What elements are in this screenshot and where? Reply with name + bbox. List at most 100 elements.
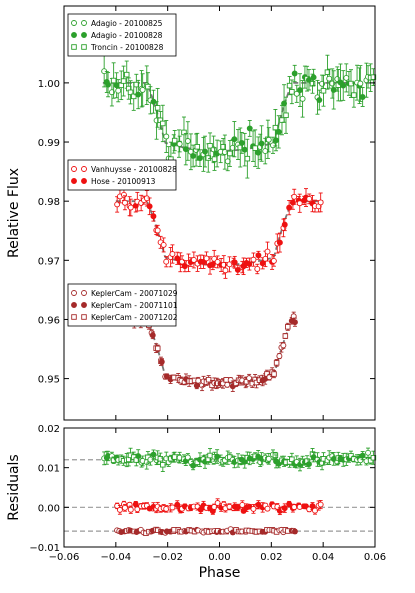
flux-point-green: [205, 155, 212, 161]
residuals-panel: 0.020.010.00−0.01 −0.06 −0.04 −0.02 0.00 0.0…: [6, 424, 386, 581]
flux-point-green: [326, 75, 333, 82]
flux-point-red: [121, 191, 127, 198]
residual-point-red: [274, 503, 281, 510]
phase-x-tick-label: −0.06: [49, 552, 80, 563]
flux-y-tick-label: 1.00: [38, 79, 60, 90]
flux-point-green: [163, 133, 170, 140]
legend-marker: [81, 178, 87, 184]
flux-point-green: [115, 87, 122, 94]
legend-entry-label: KeplerCam - 20071101: [91, 301, 178, 310]
residuals-y-axis-label: Residuals: [6, 454, 22, 520]
legend-marker: [71, 290, 77, 296]
flux-point-green: [246, 125, 253, 132]
residual-point-green: [365, 449, 371, 456]
flux-point-red: [281, 221, 288, 228]
flux-point-red: [254, 266, 261, 272]
residual-point-green: [289, 456, 295, 463]
residual-point-green: [359, 452, 366, 459]
legend-entry-label: Adagio - 20100825: [91, 19, 163, 28]
flux-point-green: [262, 148, 269, 155]
legend-marker: [81, 44, 87, 50]
legend-frame: [67, 159, 177, 191]
flux-point-brown: [273, 360, 280, 366]
flux-point-brown: [290, 313, 297, 320]
flux-point-red: [190, 257, 197, 263]
residual-point-green: [357, 457, 364, 464]
residual-point-red: [234, 504, 241, 511]
residual-point-red: [281, 505, 288, 512]
legend-marker: [71, 166, 77, 172]
flux-y-ticks: 1.00 0.99 0.98 0.97 0.96 0.95: [38, 6, 376, 420]
residual-point-green: [367, 457, 374, 464]
flux-point-green: [299, 95, 306, 102]
flux-point-red: [276, 239, 283, 246]
phase-x-tick-label: 0.04: [312, 552, 334, 563]
legend-marker: [81, 290, 87, 296]
residual-point-green: [207, 452, 213, 459]
flux-point-green: [197, 155, 203, 162]
flux-y-tick-label: 0.95: [38, 375, 60, 386]
phase-x-tick-label: −0.02: [152, 552, 183, 563]
flux-point-red: [154, 227, 161, 234]
flux-y-tick-label: 0.98: [38, 197, 60, 208]
flux-point-red: [179, 258, 186, 265]
flux-point-green: [351, 92, 357, 98]
flux-point-red: [286, 204, 293, 211]
flux-point-green: [283, 112, 289, 119]
flux-point-brown: [292, 319, 298, 326]
flux-point-brown: [149, 332, 156, 339]
flux-point-green: [265, 136, 272, 143]
legend-marker: [71, 302, 77, 308]
residuals-y-tick-label: −0.01: [29, 543, 60, 554]
flux-point-green: [357, 80, 364, 87]
flux-point-green: [272, 124, 279, 131]
flux-point-green: [324, 69, 331, 75]
legend-entry-label: Vanhuysse - 20100828: [91, 165, 177, 174]
flux-point-green: [310, 74, 317, 81]
phase-x-tick-label: 0.00: [208, 552, 230, 563]
residual-point-red: [239, 502, 246, 508]
legend-entry-label: Hose - 20100913: [91, 177, 156, 186]
legend-marker: [81, 166, 87, 172]
residual-point-red: [169, 504, 176, 511]
flux-point-green: [190, 153, 197, 159]
phase-x-tick-label: 0.02: [260, 552, 282, 563]
flux-point-red: [160, 241, 167, 248]
legend-marker: [81, 314, 87, 320]
flux-point-green: [316, 97, 323, 103]
residual-point-red: [214, 500, 221, 506]
flux-point-red: [181, 263, 188, 270]
flux-panel: 1.00 0.99 0.98 0.97 0.96 0.95 Adagio - 201008…: [6, 5, 377, 421]
flux-point-red: [222, 267, 229, 274]
residual-point-green: [147, 456, 154, 463]
flux-point-green: [227, 150, 233, 157]
flux-point-green: [275, 128, 282, 135]
flux-y-tick-label: 0.99: [38, 138, 60, 149]
flux-point-red: [127, 204, 134, 211]
legend-marker: [81, 32, 87, 38]
residual-point-red: [122, 504, 128, 511]
flux-point-brown: [276, 353, 283, 360]
legend-entry-label: Troncin - 20100828: [90, 43, 164, 52]
flux-point-brown: [155, 345, 161, 352]
residual-point-green: [370, 455, 377, 461]
flux-point-green: [238, 139, 245, 146]
flux-point-brown: [282, 333, 289, 339]
flux-points: [101, 54, 377, 392]
residual-point-red: [132, 501, 139, 508]
flux-point-green: [273, 137, 279, 144]
residual-point-red: [116, 506, 123, 513]
flux-point-green: [293, 90, 300, 97]
flux-point-green: [105, 81, 111, 88]
flux-point-green: [244, 155, 251, 162]
flux-point-green: [241, 146, 248, 153]
legend-entry-label: KeplerCam - 20071029: [91, 289, 178, 298]
flux-point-green: [127, 89, 134, 96]
flux-y-tick-label: 0.96: [38, 315, 60, 326]
residual-point-red: [264, 505, 271, 512]
flux-point-brown: [195, 377, 202, 384]
flux-point-red: [264, 248, 271, 255]
flux-point-green: [348, 80, 354, 87]
legend-marker: [81, 20, 87, 26]
